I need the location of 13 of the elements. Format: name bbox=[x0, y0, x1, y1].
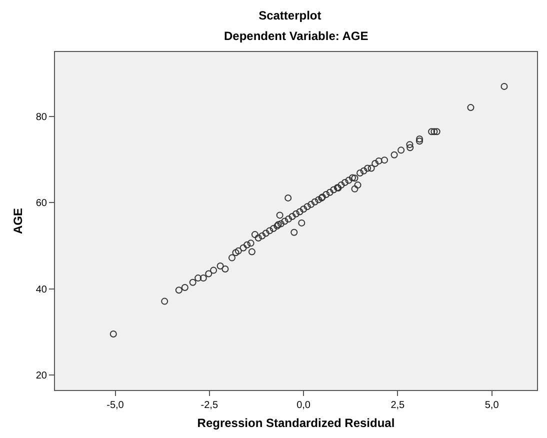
x-tick-label: -2,5 bbox=[200, 400, 218, 411]
chart-title: Scatterplot bbox=[258, 8, 322, 22]
y-tick-label: 20 bbox=[36, 370, 48, 382]
y-tick-label: 40 bbox=[36, 284, 48, 296]
x-tick-label: 0,0 bbox=[296, 400, 311, 411]
y-tick-label: 80 bbox=[36, 112, 48, 124]
y-tick-label: 60 bbox=[36, 198, 48, 210]
x-tick-label: -5,0 bbox=[106, 400, 124, 411]
chart-subtitle: Dependent Variable: AGE bbox=[224, 29, 368, 43]
x-tick-label: 2,5 bbox=[390, 400, 406, 411]
x-axis-title: Regression Standardized Residual bbox=[197, 416, 395, 430]
y-axis-title: AGE bbox=[11, 208, 26, 234]
x-tick-label: 5,0 bbox=[484, 400, 500, 411]
